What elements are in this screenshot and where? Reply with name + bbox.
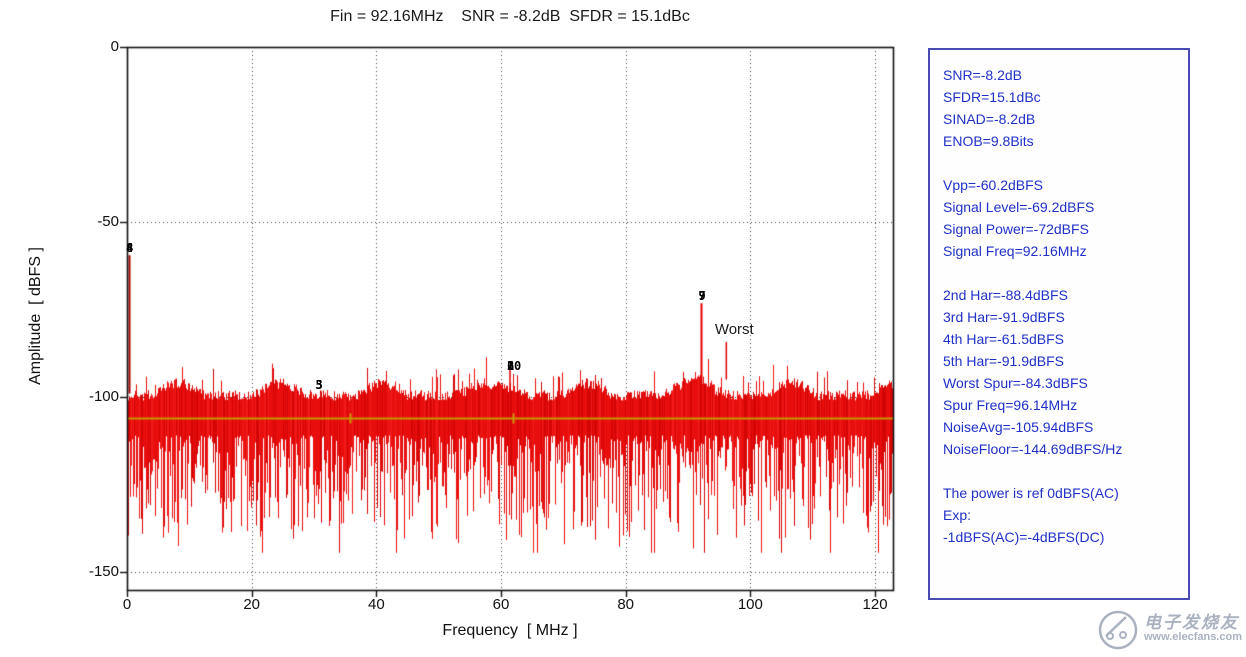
harmonic-digit: 5 bbox=[315, 377, 323, 392]
panel-line: Exp: bbox=[943, 507, 972, 523]
harmonic-digit: 3 bbox=[315, 377, 323, 392]
spectrum-plot-canvas bbox=[0, 0, 920, 657]
harmonic-digit: 6 bbox=[507, 358, 515, 373]
elecfans-logo-icon bbox=[1098, 610, 1138, 650]
x-tick-label: 100 bbox=[737, 596, 763, 613]
panel-line: SINAD=-8.2dB bbox=[943, 111, 1036, 127]
harmonic-digit: 7 bbox=[698, 288, 706, 303]
harmonic-digit: 8 bbox=[126, 241, 134, 256]
panel-line: 3rd Har=-91.9dBFS bbox=[943, 309, 1065, 325]
x-tick-label: 60 bbox=[492, 596, 510, 613]
harmonic-digit: 0 bbox=[514, 358, 522, 373]
panel-line: Vpp=-60.2dBFS bbox=[943, 177, 1044, 193]
watermark: 电子发烧友 www.elecfans.com bbox=[1096, 607, 1242, 651]
y-tick-label: -150 bbox=[88, 563, 119, 580]
panel-line bbox=[943, 152, 1188, 174]
harmonic-digit: 4 bbox=[126, 241, 134, 256]
panel-line bbox=[943, 460, 1188, 482]
x-tick-label: 40 bbox=[368, 596, 385, 613]
y-tick-label: -100 bbox=[88, 388, 119, 405]
panel-line: Signal Freq=92.16MHz bbox=[943, 243, 1087, 259]
watermark-url: www.elecfans.com bbox=[1143, 631, 1242, 644]
worst-spur-annotation: Worst bbox=[714, 320, 754, 338]
panel-line: NoiseFloor=-144.69dBFS/Hz bbox=[943, 441, 1123, 457]
panel-line: 4th Har=-61.5dBFS bbox=[943, 331, 1065, 347]
panel-line: Worst Spur=-84.3dBFS bbox=[943, 375, 1088, 391]
panel-line: The power is ref 0dBFS(AC) bbox=[943, 485, 1119, 501]
panel-line: NoiseAvg=-105.94dBFS bbox=[943, 419, 1094, 435]
stats-panel: SNR=-8.2dB SFDR=15.1dBc SINAD=-8.2dB ENOB=9… bbox=[928, 48, 1190, 600]
harmonic-digit: 1 bbox=[507, 358, 515, 373]
y-tick-label: -50 bbox=[97, 213, 119, 230]
y-tick-label: 0 bbox=[110, 38, 119, 55]
panel-line: 2nd Har=-88.4dBFS bbox=[943, 287, 1068, 303]
harmonic-digit: 9 bbox=[698, 288, 706, 303]
panel-line: -1dBFS(AC)=-4dBFS(DC) bbox=[943, 529, 1105, 545]
panel-line: SFDR=15.1dBc bbox=[943, 89, 1041, 105]
y-axis-label: Amplitude [ dBFS ] bbox=[27, 247, 44, 385]
panel-line: Spur Freq=96.14MHz bbox=[943, 397, 1078, 413]
x-axis-label: Frequency [ MHz ] bbox=[442, 622, 578, 639]
panel-line: Signal Power=-72dBFS bbox=[943, 221, 1089, 237]
x-tick-label: 20 bbox=[243, 596, 261, 613]
x-tick-label: 80 bbox=[617, 596, 635, 613]
panel-line: 5th Har=-91.9dBFS bbox=[943, 353, 1065, 369]
panel-line bbox=[943, 262, 1188, 284]
panel-line: ENOB=9.8Bits bbox=[943, 133, 1034, 149]
x-tick-label: 120 bbox=[862, 596, 888, 613]
panel-line: SNR=-8.2dB bbox=[943, 67, 1022, 83]
harmonic-digit: 2 bbox=[507, 358, 515, 373]
x-tick-label: 0 bbox=[122, 596, 132, 613]
watermark-brand: 电子发烧友 bbox=[1143, 613, 1239, 633]
panel-line: Signal Level=-69.2dBFS bbox=[943, 199, 1095, 215]
